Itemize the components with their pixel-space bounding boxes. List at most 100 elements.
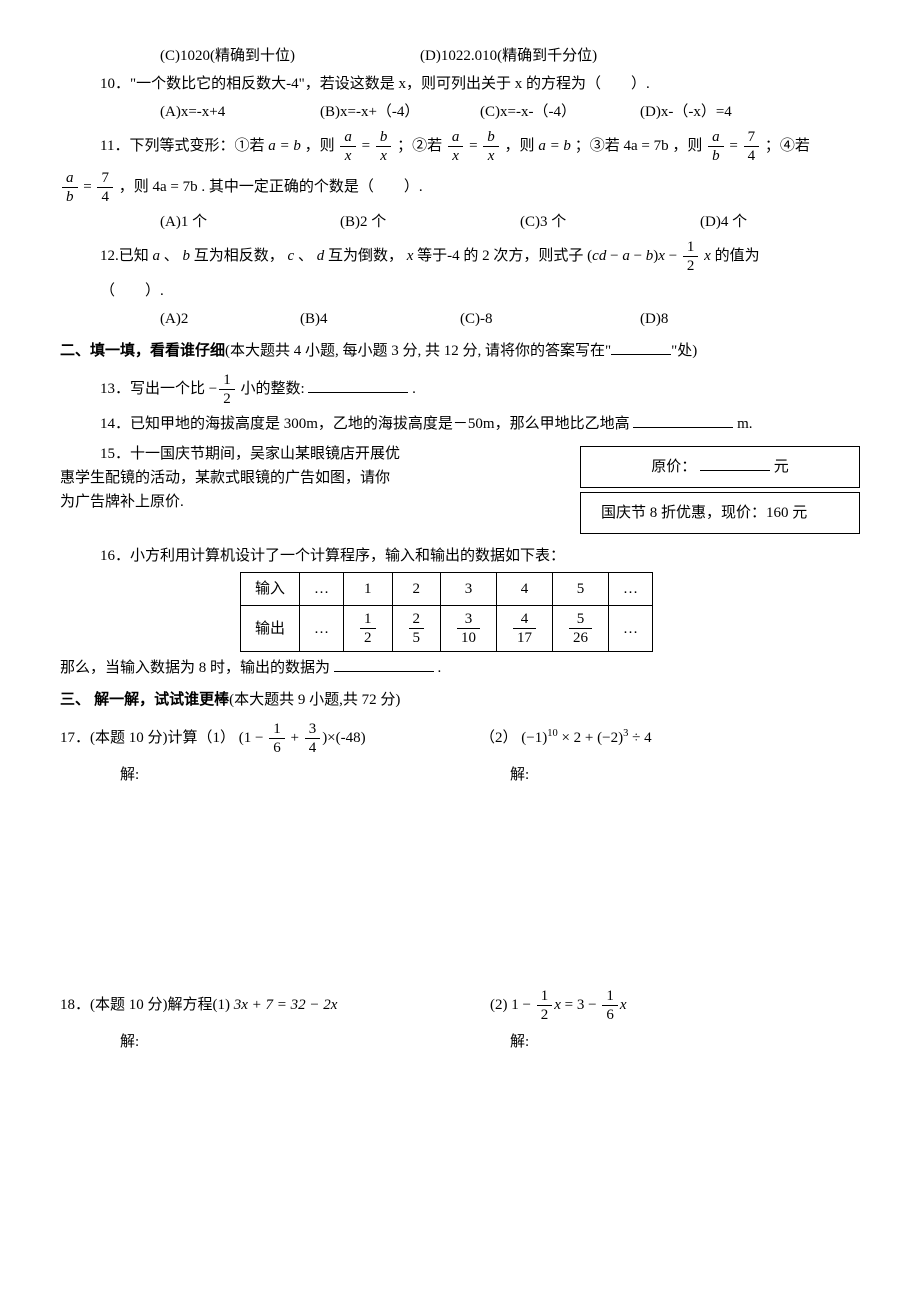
q18-p1: 18．(本题 10 分)解方程(1) 3x + 7 = 32 − 2x: [60, 987, 430, 1024]
table-row-input: 输入 … 1 2 3 4 5 …: [241, 573, 653, 606]
q16-blank: [334, 657, 434, 672]
q14: 14．已知甲地的海拔高度是 300m，乙地的海拔高度是－50m，那么甲地比乙地高…: [60, 412, 860, 436]
q13: 13．写出一个比 −12 小的整数: .: [60, 371, 860, 408]
q12-b: b: [183, 248, 191, 264]
q12-x: x: [407, 248, 414, 264]
q13-period: .: [412, 381, 416, 397]
q11-eq3: 4a = 7b: [623, 138, 668, 154]
q16-tail-text: 那么，当输入数据为 8 时，输出的数据为: [60, 660, 330, 676]
q11-t7: ，则: [119, 179, 153, 195]
q15: 原价： 元 国庆节 8 折优惠，现价：160 元 15．十一国庆节期间，吴家山某…: [60, 442, 860, 538]
cell-in2: 2: [392, 573, 441, 606]
q12-t5: 等于-4 的 2 次方，则式子: [417, 248, 587, 264]
q16-table: 输入 … 1 2 3 4 5 … 输出 … 12 25 310 417 526 …: [240, 572, 653, 652]
q14-blank: [633, 413, 733, 428]
q14-text: 14．已知甲地的海拔高度是 300m，乙地的海拔高度是－50m，那么甲地比乙地高: [100, 416, 633, 432]
q11-eq4: 4a = 7b: [152, 179, 197, 195]
cell-in1: 1: [344, 573, 393, 606]
q17: 17．(本题 10 分)计算（1） (1 − 16 + 34)×(-48) （2…: [60, 720, 860, 757]
q11-options: (A)1 个 (B)2 个 (C)3 个 (D)4 个: [60, 210, 860, 234]
q15-box1-suffix: 元: [774, 459, 789, 475]
q15-box1: 原价： 元: [580, 446, 860, 488]
cell-out5: 526: [553, 606, 609, 652]
q17-sol2: 解:: [470, 763, 860, 787]
q18-sol: 解: 解:: [60, 1030, 860, 1054]
cell-in4: 4: [497, 573, 553, 606]
q12-a: a: [153, 248, 161, 264]
gap: [60, 787, 860, 987]
q11-t5: ，则: [672, 138, 706, 154]
q12-d: d: [317, 248, 325, 264]
q11-line2: ab = 74 ，则 4a = 7b . 其中一定正确的个数是（ ）.: [60, 169, 860, 206]
q17-prefix: 17．(本题 10 分)计算（1）: [60, 730, 235, 746]
q10-opt-c: (C)x=-x-（-4）: [480, 100, 640, 124]
q18-sol1: 解:: [60, 1030, 470, 1054]
q18-p2: (2) 1 − 12x = 3 − 16x: [430, 987, 860, 1024]
q11-prefix: 11．下列等式变形：①若: [100, 138, 268, 154]
q18: 18．(本题 10 分)解方程(1) 3x + 7 = 32 − 2x (2) …: [60, 987, 860, 1024]
cell-out1: 12: [344, 606, 393, 652]
q17-sol: 解: 解:: [60, 763, 860, 787]
q11-t1: ，则: [305, 138, 339, 154]
q11-t3: ，则: [505, 138, 539, 154]
cell-output-label: 输出: [241, 606, 300, 652]
q9-opt-c: (C)1020(精确到十位): [60, 44, 360, 68]
q15-promo: 原价： 元 国庆节 8 折优惠，现价：160 元: [580, 442, 860, 538]
cell-out4: 417: [497, 606, 553, 652]
q17-sol1: 解:: [60, 763, 470, 787]
q12-opt-a: (A)2: [160, 307, 300, 331]
q12-opt-b: (B)4: [300, 307, 460, 331]
q15-box1-prefix: 原价：: [651, 459, 696, 475]
q10-opt-a: (A)x=-x+4: [160, 100, 320, 124]
q12-prefix: 12.已知: [100, 248, 153, 264]
q11-opt-a: (A)1 个: [160, 210, 340, 234]
q18-eq1: 3x + 7 = 32 − 2x: [234, 997, 338, 1013]
q11-eq2: a = b: [538, 138, 571, 154]
q12-suffix: 的值为: [715, 248, 760, 264]
q12-opt-c: (C)-8: [460, 307, 640, 331]
q12-c: c: [288, 248, 295, 264]
q18-sol2: 解:: [470, 1030, 860, 1054]
q11-t6: ；④若: [765, 138, 810, 154]
cell-dots2: …: [609, 573, 653, 606]
cell-dots: …: [300, 573, 344, 606]
q16-period: .: [438, 660, 442, 676]
q14-suffix: m.: [737, 416, 752, 432]
q17-p2: （2） (−1)10 × 2 + (−2)3 ÷ 4: [440, 720, 860, 757]
section3-sub: (本大题共 9 小题,共 72 分): [229, 692, 400, 708]
q11-t2: ；②若: [397, 138, 446, 154]
q12-t1: 、: [164, 248, 183, 264]
q9-options: (C)1020(精确到十位) (D)1022.010(精确到千分位): [60, 44, 860, 68]
q12-paren: （ ）.: [60, 279, 860, 303]
q16-tail: 那么，当输入数据为 8 时，输出的数据为 .: [60, 656, 860, 680]
table-row-output: 输出 … 12 25 310 417 526 …: [241, 606, 653, 652]
q11-t4: ；③若: [575, 138, 624, 154]
q10-opt-d: (D)x-（-x）=4: [640, 100, 800, 124]
section2-end: "处): [671, 343, 697, 359]
q11-opt-d: (D)4 个: [700, 210, 880, 234]
q17-p2-label: （2）: [480, 730, 518, 746]
q13-suffix: 小的整数:: [240, 381, 308, 397]
q12-t4: 互为倒数，: [328, 248, 407, 264]
q13-blank: [308, 378, 408, 393]
q9-opt-d: (D)1022.010(精确到千分位): [360, 44, 597, 68]
q11-text: 11．下列等式变形：①若 a = b ，则 ax = bx ；②若 ax = b…: [60, 128, 860, 165]
q10-options: (A)x=-x+4 (B)x=-x+（-4） (C)x=-x-（-4） (D)x…: [60, 100, 860, 124]
q12-text: 12.已知 a 、 b 互为相反数， c 、 d 互为倒数， x 等于-4 的 …: [60, 238, 860, 275]
cell-out3: 310: [441, 606, 497, 652]
section3-title: 三、 解一解，试试谁更棒(本大题共 9 小题,共 72 分): [60, 688, 860, 712]
cell-in5: 5: [553, 573, 609, 606]
section2-title: 二、填一填，看看谁仔细(本大题共 4 小题, 每小题 3 分, 共 12 分, …: [60, 339, 860, 363]
q18-p2-label: (2): [490, 997, 511, 1013]
q15-box2: 国庆节 8 折优惠，现价：160 元: [580, 492, 860, 534]
section3-bold: 三、 解一解，试试谁更棒: [60, 691, 229, 708]
q18-prefix: 18．(本题 10 分)解方程(1): [60, 997, 234, 1013]
q12-t3: 、: [298, 248, 317, 264]
q11-opt-b: (B)2 个: [340, 210, 520, 234]
q11-suffix: . 其中一定正确的个数是（ ）.: [201, 179, 422, 195]
cell-dots4: …: [609, 606, 653, 652]
q10-text: 10．"一个数比它的相反数大-4"，若设这数是 x，则可列出关于 x 的方程为（…: [60, 72, 860, 96]
q12-t2: 互为相反数，: [194, 248, 288, 264]
q11-eq1: a = b: [268, 138, 301, 154]
section2-bold: 二、填一填，看看谁仔细: [60, 342, 225, 359]
